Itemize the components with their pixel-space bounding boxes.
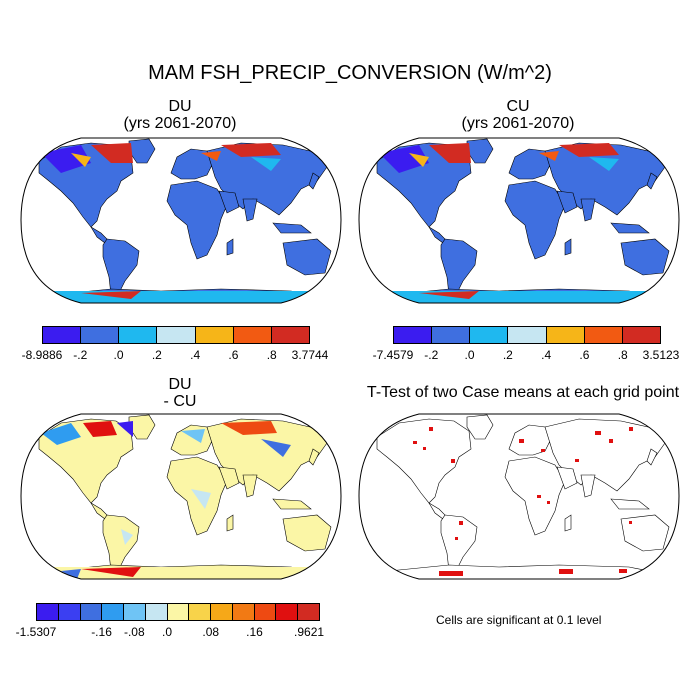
colorbar-du-tick-label: .0	[113, 348, 124, 362]
map-diff	[20, 413, 342, 580]
panel-cu-period: (yrs 2061-2070)	[461, 115, 575, 132]
panel-diff-sub: - CU	[163, 393, 197, 410]
colorbar-diff-swatch	[124, 604, 146, 620]
colorbar-cu-swatch	[546, 327, 585, 343]
colorbar-du-tick-label: -8.9886	[21, 348, 63, 362]
colorbar-du-swatch	[81, 327, 120, 343]
map-ttest	[358, 413, 680, 580]
colorbar-diff-swatch	[254, 604, 277, 620]
colorbar-diff-swatch	[211, 604, 233, 620]
map-cu	[358, 137, 680, 304]
colorbar-cu-swatch	[584, 327, 623, 343]
colorbar-diff-swatch	[189, 604, 212, 620]
colorbar-du-tick-label: .2	[151, 348, 162, 362]
figure-title: MAM FSH_PRECIP_CONVERSION (W/m^2)	[148, 62, 552, 84]
colorbar-diff-swatch	[232, 604, 255, 620]
panel-du-name: DU	[168, 98, 192, 115]
colorbar-du	[42, 326, 310, 344]
colorbar-diff-swatch	[58, 604, 81, 620]
colorbar-diff-swatch	[37, 604, 59, 620]
colorbar-diff	[36, 603, 320, 621]
panel-du-title: DU (yrs 2061-2070)	[20, 98, 340, 132]
colorbar-du-swatch	[195, 327, 234, 343]
colorbar-cu-tick-label: 3.5123	[642, 348, 680, 362]
colorbar-cu-tick-label: -.2	[424, 348, 439, 362]
colorbar-cu-tick-label: .4	[541, 348, 552, 362]
colorbar-diff-swatch	[167, 604, 190, 620]
colorbar-diff-swatch	[145, 604, 168, 620]
colorbar-du-tick-label: -.2	[73, 348, 88, 362]
colorbar-diff-tick-label: -.16	[91, 625, 112, 639]
colorbar-cu-tick-label: .2	[502, 348, 513, 362]
colorbar-cu-tick-label: .6	[579, 348, 590, 362]
colorbar-du-tick-label: 3.7744	[291, 348, 329, 362]
colorbar-cu-swatch	[470, 327, 509, 343]
panel-diff-title: DU - CU	[20, 376, 340, 410]
colorbar-cu	[393, 326, 661, 344]
colorbar-du-swatch	[271, 327, 309, 343]
colorbar-du-tick-label: .4	[190, 348, 201, 362]
map-du	[20, 137, 342, 304]
colorbar-du-tick-label: .6	[228, 348, 239, 362]
colorbar-cu-swatch	[394, 327, 433, 343]
colorbar-cu-swatch	[432, 327, 471, 343]
colorbar-diff-swatch	[298, 604, 319, 620]
colorbar-diff-tick-label: .16	[246, 625, 263, 639]
colorbar-cu-tick-label: -7.4579	[372, 348, 414, 362]
colorbar-diff-tick-label: -1.5307	[15, 625, 57, 639]
panel-ttest-title: T-Test of two Case means at each grid po…	[366, 384, 680, 401]
colorbar-diff-tick-label: .0	[162, 625, 173, 639]
colorbar-du-swatch	[119, 327, 158, 343]
colorbar-diff-swatch	[80, 604, 103, 620]
colorbar-diff-swatch	[276, 604, 299, 620]
panel-diff-name: DU	[168, 376, 192, 393]
colorbar-diff-swatch	[102, 604, 125, 620]
colorbar-cu-swatch	[508, 327, 547, 343]
panel-du-period: (yrs 2061-2070)	[123, 115, 237, 132]
colorbar-du-swatch	[233, 327, 272, 343]
colorbar-diff-tick-label: .08	[202, 625, 220, 639]
colorbar-cu-swatch	[622, 327, 660, 343]
colorbar-du-tick-label: .8	[266, 348, 277, 362]
panel-cu-name: CU	[506, 98, 530, 115]
panel-cu-title: CU (yrs 2061-2070)	[358, 98, 678, 132]
colorbar-diff-tick-label: -.08	[123, 625, 145, 639]
significance-note: Cells are significant at 0.1 level	[436, 613, 602, 627]
colorbar-du-swatch	[157, 327, 196, 343]
colorbar-cu-tick-label: .8	[617, 348, 628, 362]
colorbar-diff-tick-label: .9621	[294, 625, 325, 639]
colorbar-cu-tick-label: .0	[464, 348, 475, 362]
colorbar-du-swatch	[43, 327, 82, 343]
